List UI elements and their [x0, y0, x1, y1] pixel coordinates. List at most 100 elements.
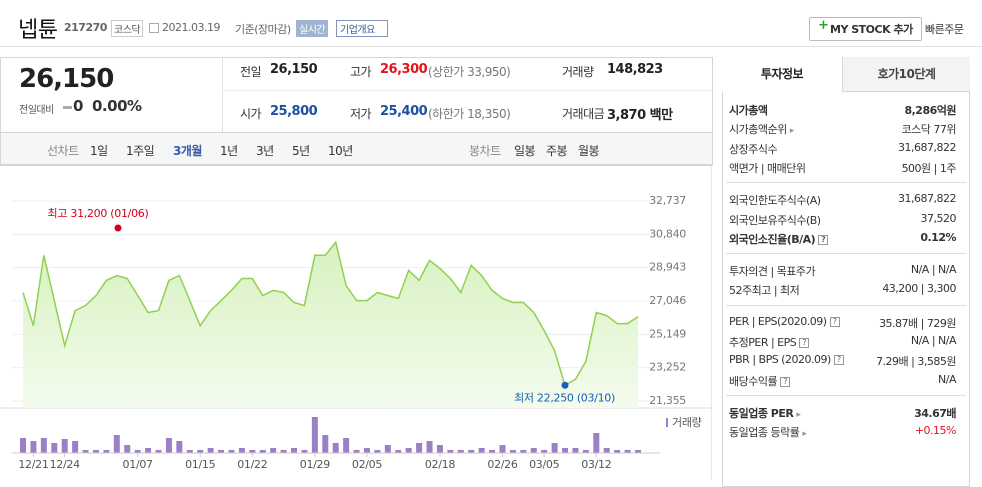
info-label: 외국인보유주식수(B)	[729, 213, 821, 227]
x-tick-label: 01/15	[185, 458, 216, 471]
candle-tab[interactable]: 월봉	[578, 144, 600, 158]
chart: 32,737 30,840 28,943 27,046 25,149 23,252 21,3…	[0, 165, 712, 480]
volume-bar	[249, 450, 256, 453]
period-tab[interactable]: 3년	[256, 144, 274, 158]
volume-bar	[551, 443, 558, 453]
x-tick-label: 01/29	[300, 458, 331, 471]
info-label[interactable]: 시가총액순위	[729, 121, 794, 137]
info-label[interactable]: 동일업종 등락률	[729, 424, 806, 440]
info-value: N/A	[938, 372, 956, 386]
group-sep	[726, 304, 966, 306]
info-label: 시가총액	[729, 104, 768, 117]
volume-bar	[520, 450, 527, 453]
volume-bar	[624, 450, 631, 453]
period-tab[interactable]: 1년	[220, 144, 238, 158]
summary-label: 전일	[240, 65, 262, 79]
y-tick-label: 28,943	[649, 261, 686, 274]
volume-bar	[30, 441, 37, 453]
info-value: 31,687,822	[898, 140, 956, 154]
info-value: 35.87배 | 729원	[879, 316, 956, 330]
info-value: N/A | N/A	[910, 334, 957, 347]
line-chart-label: 선차트	[47, 144, 79, 158]
current-price: 26,150	[19, 64, 114, 94]
summary-value: 26,150	[270, 62, 318, 77]
quick-order[interactable]: 빠른주문	[925, 23, 964, 36]
volume-bar	[103, 450, 110, 453]
tab-bar	[0, 132, 713, 165]
overview-button[interactable]: 기업개요	[336, 20, 388, 37]
volume-bar	[614, 450, 621, 453]
info-label[interactable]: 동일업종 PER	[729, 405, 800, 421]
plus-icon: +	[818, 18, 829, 33]
period-tab[interactable]: 3개월	[173, 144, 202, 158]
info-label: 상장주식수	[729, 142, 778, 156]
calendar-icon	[149, 23, 159, 33]
group-sep	[726, 182, 966, 184]
x-tick-label: 03/05	[529, 458, 560, 471]
candle-tab[interactable]: 일봉	[514, 144, 536, 158]
info-label: 액면가 | 매매단위	[729, 161, 806, 175]
panel-tab[interactable]: 투자정보	[722, 57, 842, 92]
basis: 기준(장마감)	[235, 23, 291, 36]
x-tick-label: 02/26	[487, 458, 518, 471]
volume-bar	[572, 448, 579, 453]
realtime-button[interactable]: 실시간	[296, 20, 329, 37]
period-tab[interactable]: 1일	[90, 144, 108, 158]
annotation-dot	[114, 224, 122, 232]
volume-bar	[332, 443, 339, 453]
volume-bar	[509, 450, 516, 453]
change: 0	[73, 97, 83, 115]
info-value: 31,687,822	[898, 192, 956, 206]
annotation-dot	[561, 381, 569, 389]
row-sep	[222, 90, 712, 91]
volume-bar	[113, 435, 120, 453]
x-tick-label: 02/18	[425, 458, 456, 471]
stock-code: 217270	[64, 21, 107, 34]
volume-bar	[416, 443, 423, 453]
volume-bar	[426, 441, 433, 453]
x-tick-label: 01/07	[123, 458, 154, 471]
x-tick-label: 01/22	[237, 458, 267, 471]
annotation-label: 최저 22,250 (03/10)	[514, 391, 615, 404]
summary-value: 148,823	[607, 62, 663, 77]
panel-tab[interactable]: 호가10단계	[842, 57, 970, 92]
volume-bar	[40, 438, 47, 453]
info-value: 8,286억원	[904, 104, 956, 117]
info-value: 코스닥 77위	[901, 123, 957, 137]
volume-bar	[82, 450, 89, 453]
info-label: 외국인한도주식수(A)	[729, 194, 821, 208]
y-tick-label: 32,737	[649, 194, 686, 207]
period-tab[interactable]: 1주일	[126, 144, 155, 158]
annotation-label: 최고 31,200 (01/06)	[48, 207, 149, 220]
flat-mark	[63, 106, 72, 109]
volume-bar	[478, 448, 485, 453]
volume-bar	[499, 445, 506, 453]
volume-bar	[134, 450, 141, 453]
x-tick-label: 02/05	[352, 458, 383, 471]
volume-bar	[228, 450, 235, 453]
volume-bar	[343, 438, 350, 453]
legend-swatch	[666, 418, 668, 427]
summary-label: 시가	[240, 107, 262, 121]
summary-label: 거래대금	[562, 107, 605, 121]
stock-name: 넵튠	[18, 18, 58, 43]
info-label: PER | EPS(2020.09)	[729, 315, 840, 328]
mystock-button[interactable]: MY STOCK 추가	[809, 17, 922, 41]
info-value: 0.12%	[920, 230, 956, 244]
summary-label: 저가	[350, 107, 372, 121]
period-tab[interactable]: 10년	[328, 144, 353, 158]
info-label: 추정PER | EPS	[729, 334, 809, 350]
summary-value: 25,800	[270, 104, 318, 119]
volume-bar	[270, 448, 277, 453]
volume-bar	[259, 450, 266, 453]
volume-bar	[468, 450, 475, 453]
candle-tab[interactable]: 주봉	[546, 144, 568, 158]
info-label: PBR | BPS (2020.09)	[729, 353, 844, 366]
summary-value: 26,300	[380, 62, 428, 77]
summary-note: (상한가 33,950)	[428, 65, 511, 79]
volume-bar	[405, 448, 412, 453]
volume-bar	[176, 441, 183, 453]
volume-bar	[301, 450, 308, 453]
period-tab[interactable]: 5년	[292, 144, 310, 158]
